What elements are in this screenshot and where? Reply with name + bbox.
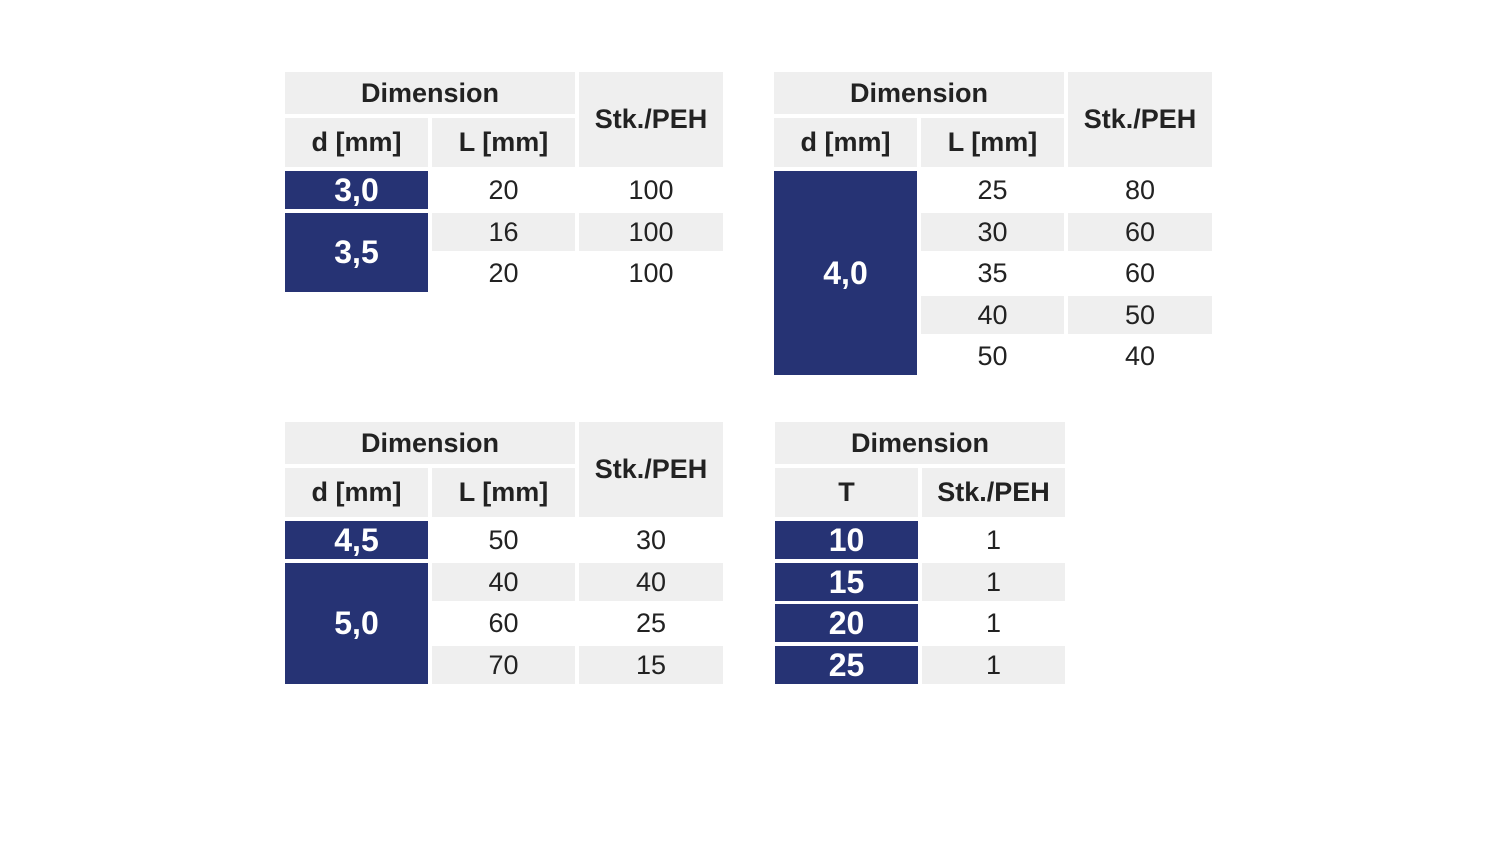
length-cell: 20 [432,171,575,209]
pieces-cell: 60 [1068,254,1212,292]
pieces-cell: 80 [1068,171,1212,209]
length-cell: 40 [432,563,575,601]
t-cell: 10 [775,521,918,559]
header-dimension: Dimension [774,72,1064,114]
diameter-cell: 3,5 [285,213,428,292]
pieces-cell: 30 [579,521,723,559]
pieces-cell: 100 [579,254,723,292]
length-cell: 50 [432,521,575,559]
pieces-cell: 15 [579,646,723,684]
diameter-cell: 3,0 [285,171,428,209]
pieces-cell: 100 [579,213,723,251]
pieces-cell: 40 [579,563,723,601]
header-length: L [mm] [921,118,1064,167]
pieces-cell: 50 [1068,296,1212,334]
length-cell: 30 [921,213,1064,251]
table-t-sizes: Dimension T Stk./PEH 10 1 15 1 20 1 25 1 [775,422,1065,684]
length-cell: 35 [921,254,1064,292]
length-cell: 20 [432,254,575,292]
pieces-cell: 1 [922,521,1065,559]
table-screws-4-0: Dimension Stk./PEH d [mm] L [mm] 4,0 25 … [774,72,1212,375]
header-pieces-per-unit: Stk./PEH [579,422,723,517]
diameter-cell: 4,0 [774,171,917,375]
table-screws-4-5-5-0: Dimension Stk./PEH d [mm] L [mm] 4,5 50 … [285,422,723,684]
pieces-cell: 1 [922,646,1065,684]
pieces-cell: 25 [579,604,723,642]
length-cell: 50 [921,337,1064,375]
diameter-cell: 5,0 [285,563,428,684]
length-cell: 60 [432,604,575,642]
length-cell: 16 [432,213,575,251]
pieces-cell: 100 [579,171,723,209]
header-dimension: Dimension [285,72,575,114]
diameter-cell: 4,5 [285,521,428,559]
pieces-cell: 40 [1068,337,1212,375]
header-diameter: d [mm] [285,118,428,167]
t-cell: 20 [775,604,918,642]
length-cell: 25 [921,171,1064,209]
header-dimension: Dimension [285,422,575,464]
header-diameter: d [mm] [774,118,917,167]
header-pieces-per-unit: Stk./PEH [579,72,723,167]
header-pieces-per-unit: Stk./PEH [1068,72,1212,167]
header-pieces-per-unit: Stk./PEH [922,468,1065,517]
header-t: T [775,468,918,517]
length-cell: 70 [432,646,575,684]
header-dimension: Dimension [775,422,1065,464]
header-length: L [mm] [432,468,575,517]
t-cell: 25 [775,646,918,684]
table-screws-3-0-3-5: Dimension Stk./PEH d [mm] L [mm] 3,0 20 … [285,72,723,292]
pieces-cell: 1 [922,563,1065,601]
header-diameter: d [mm] [285,468,428,517]
t-cell: 15 [775,563,918,601]
pieces-cell: 60 [1068,213,1212,251]
header-length: L [mm] [432,118,575,167]
pieces-cell: 1 [922,604,1065,642]
length-cell: 40 [921,296,1064,334]
